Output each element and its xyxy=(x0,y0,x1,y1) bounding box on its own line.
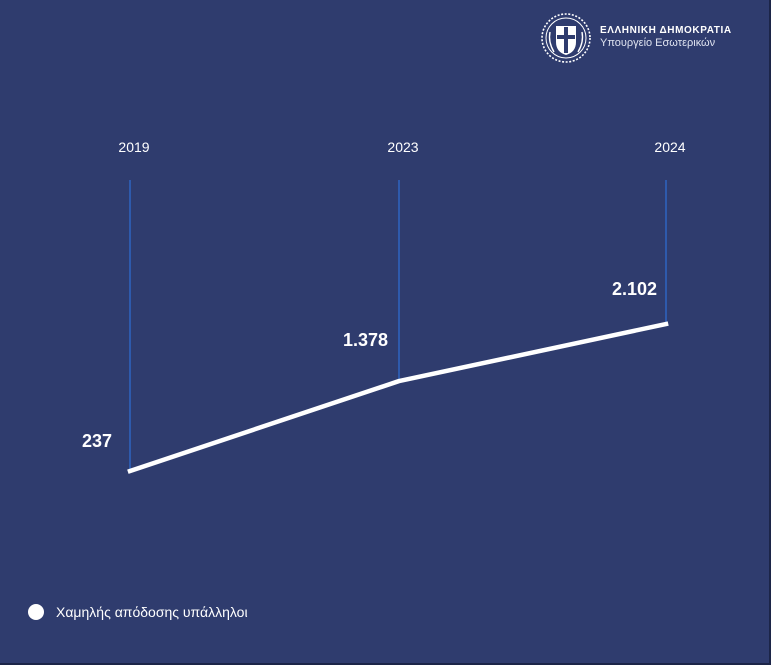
data-labels: 237 1.378 2.102 xyxy=(82,279,657,451)
legend: Χαμηλής απόδοσης υπάλληλοι xyxy=(28,604,248,620)
data-label-2019: 237 xyxy=(82,431,112,451)
brand-country-name: ΕΛΛΗΝΙΚΗ ΔΗΜΟΚΡΑΤΙΑ xyxy=(600,24,732,36)
brand-header: ΕΛΛΗΝΙΚΗ ΔΗΜΟΚΡΑΤΙΑ Υπουργείο Εσωτερικών xyxy=(540,12,732,64)
x-tick-label-2023: 2023 xyxy=(387,139,418,155)
series-line xyxy=(127,321,669,474)
x-axis-labels: 2019 2023 2024 xyxy=(118,139,685,155)
guide-lines xyxy=(129,180,667,471)
brand-ministry-name: Υπουργείο Εσωτερικών xyxy=(600,37,716,50)
series-line-group xyxy=(127,321,669,474)
brand-text: ΕΛΛΗΝΙΚΗ ΔΗΜΟΚΡΑΤΙΑ Υπουργείο Εσωτερικών xyxy=(600,25,732,51)
frame-edge-right xyxy=(769,0,771,665)
frame-edge-bottom xyxy=(0,663,771,665)
legend-marker xyxy=(28,604,44,620)
greek-coat-of-arms-icon xyxy=(541,13,591,63)
x-tick-label-2019: 2019 xyxy=(118,139,149,155)
legend-label: Χαμηλής απόδοσης υπάλληλοι xyxy=(56,604,248,620)
data-label-2024: 2.102 xyxy=(612,279,657,299)
x-tick-label-2024: 2024 xyxy=(654,139,685,155)
data-label-2023: 1.378 xyxy=(343,330,388,350)
